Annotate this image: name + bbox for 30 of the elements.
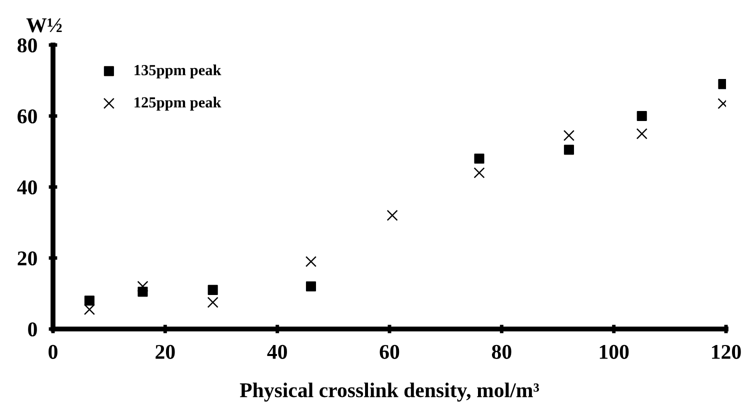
y-tick-label: 60: [18, 109, 37, 124]
y-tick-label: 20: [18, 251, 37, 266]
point: [474, 167, 485, 178]
x-tick-label: 20: [156, 344, 175, 359]
point: [563, 130, 574, 142]
point: [207, 296, 218, 308]
y-tick-label: 80: [18, 38, 37, 52]
point: [305, 256, 317, 268]
x-tick-label: 120: [712, 344, 741, 359]
point: [84, 296, 94, 306]
x-tick-label: 100: [600, 344, 629, 359]
x-tick-label: 80: [492, 344, 512, 359]
point: [636, 128, 648, 140]
point: [306, 281, 316, 292]
y-tick-label: 0: [28, 322, 37, 336]
x-tick-label: 0: [48, 344, 58, 359]
point: [137, 280, 148, 292]
y-axis-title: W½: [26, 18, 62, 32]
point: [386, 210, 398, 221]
point: [208, 284, 218, 295]
legend-label: 125ppm peak: [134, 96, 222, 111]
x-axis-title: Physical crosslink density, mol/m³: [240, 382, 540, 402]
y-tick-label: 40: [17, 180, 37, 194]
point: [636, 110, 647, 122]
x-tick-label: 60: [380, 344, 400, 359]
point: [474, 154, 484, 164]
point: [84, 304, 95, 316]
x-tick-label: 40: [267, 344, 287, 359]
legend-label: 135ppm peak: [134, 64, 222, 78]
point: [564, 144, 574, 155]
